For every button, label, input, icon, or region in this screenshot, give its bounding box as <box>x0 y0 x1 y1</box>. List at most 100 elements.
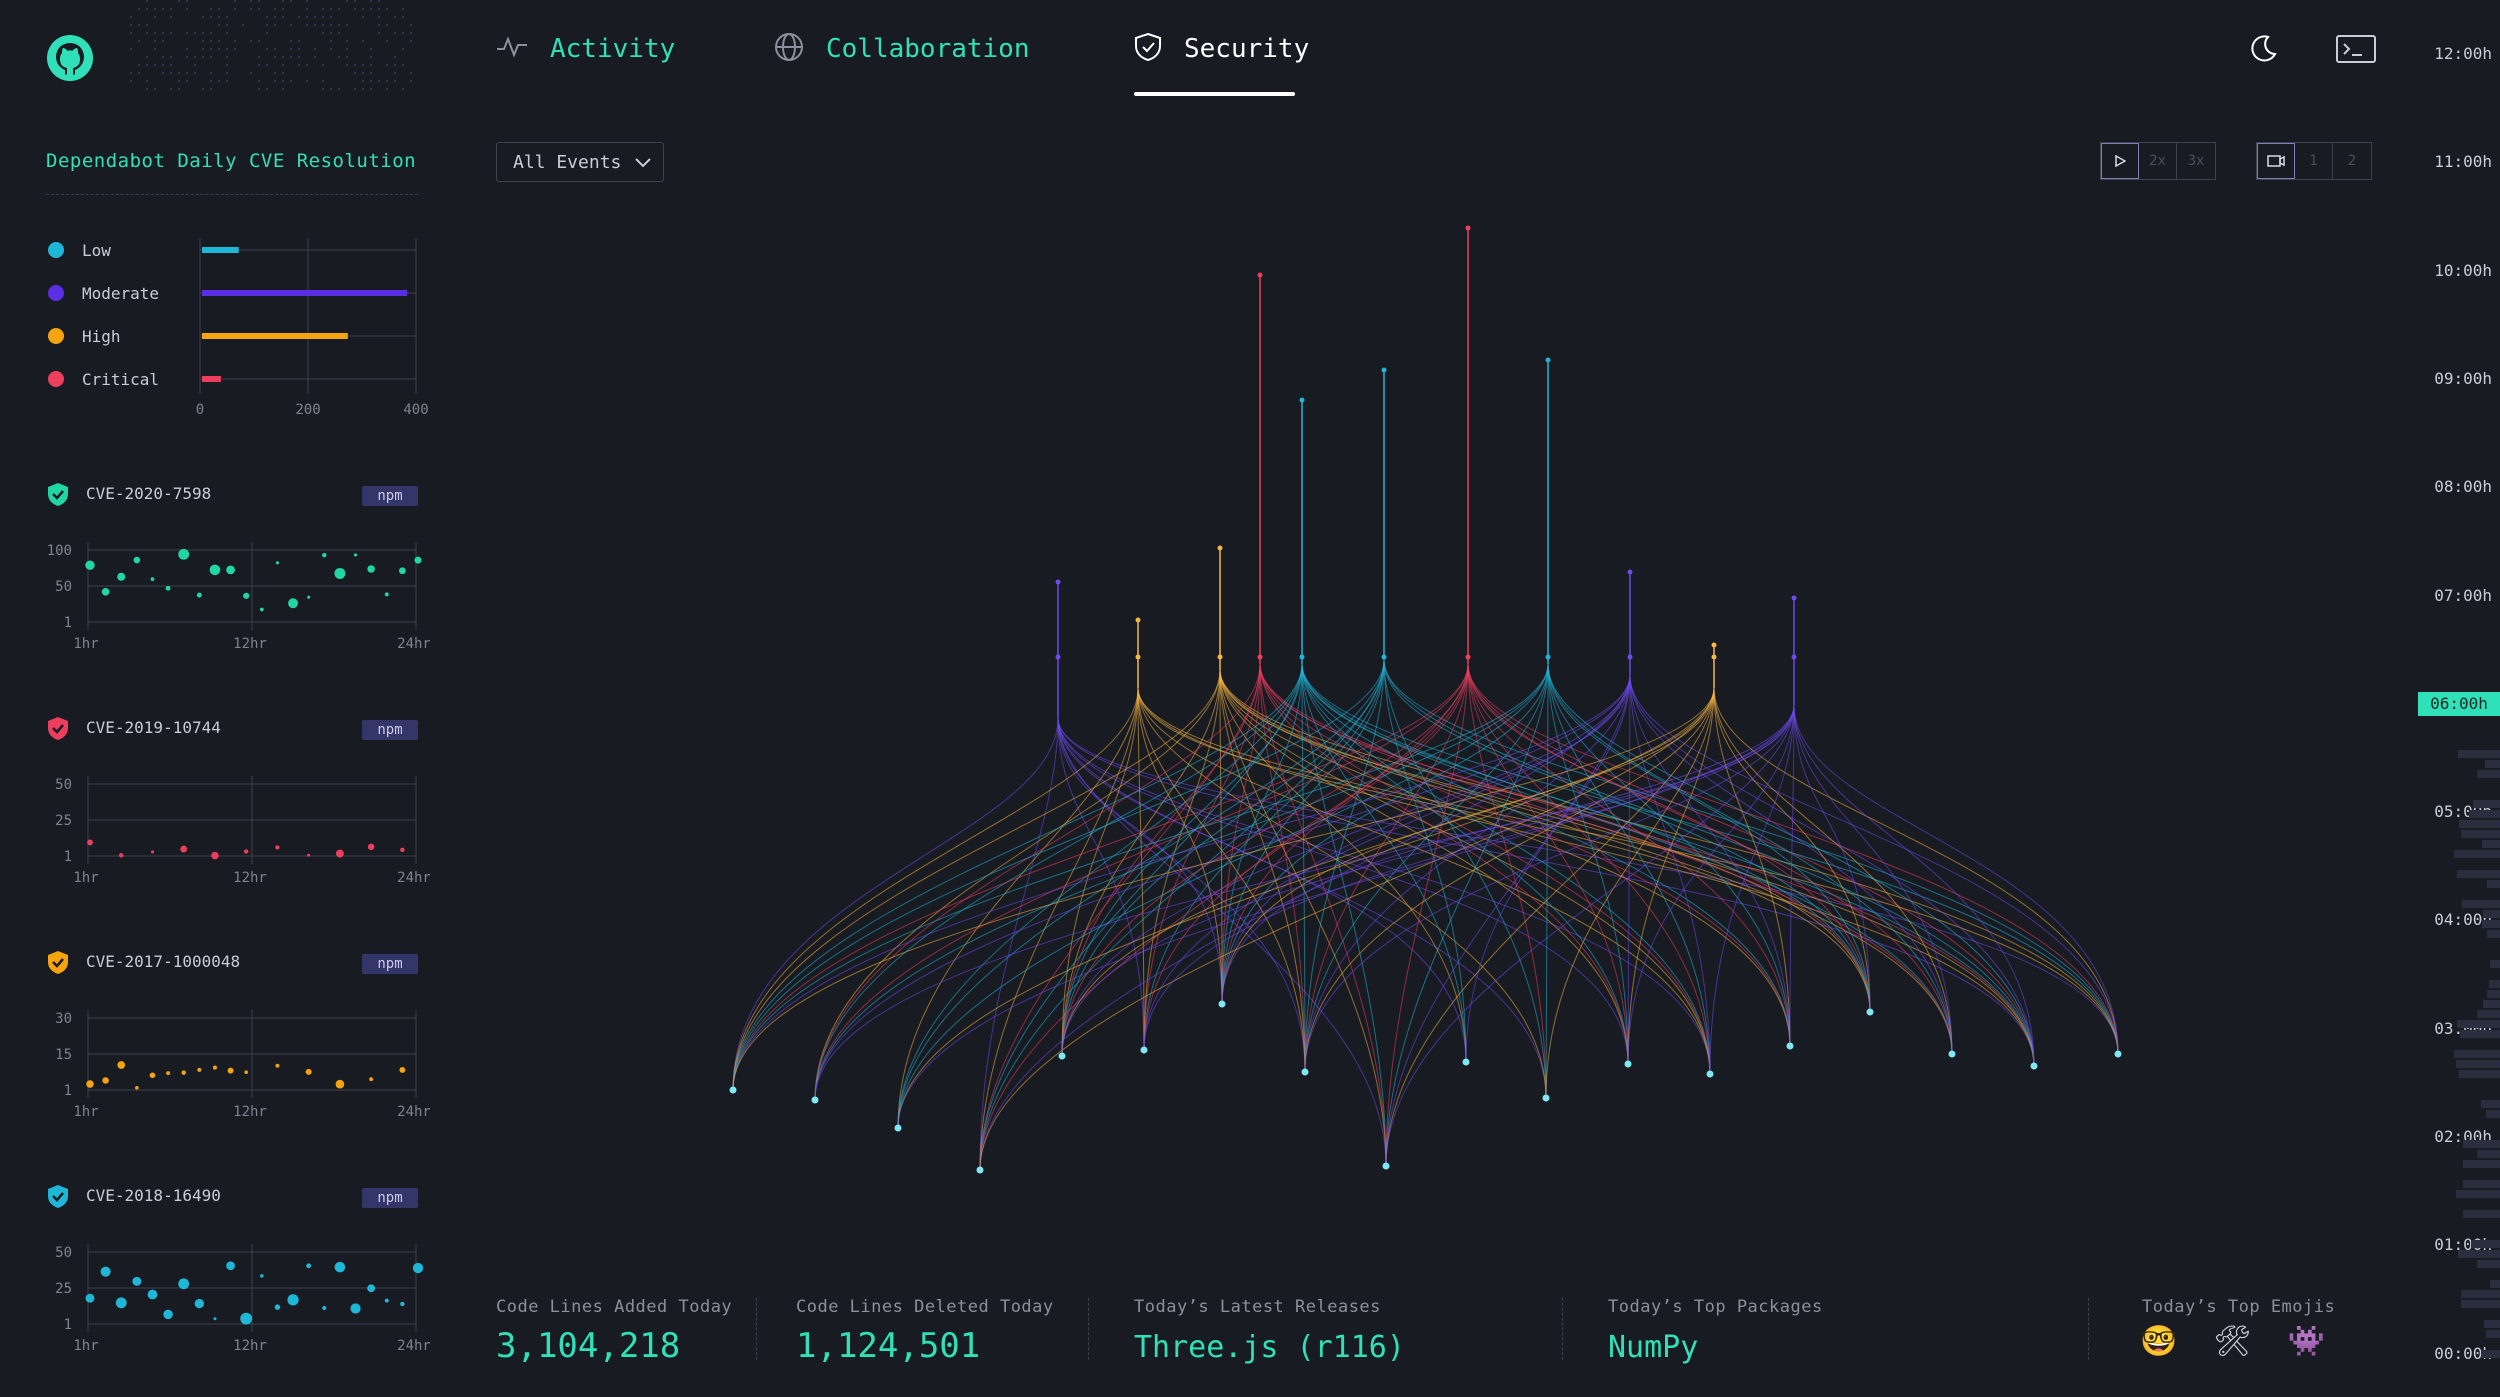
package-node[interactable] <box>811 1096 819 1104</box>
timeline-activity-bar <box>2455 1060 2500 1068</box>
package-node[interactable] <box>1140 1046 1148 1054</box>
package-node[interactable] <box>1786 1042 1794 1050</box>
dependency-node[interactable] <box>1135 617 1141 623</box>
tab-collaboration[interactable]: Collaboration <box>774 28 1030 70</box>
package-node[interactable] <box>2030 1062 2038 1070</box>
matrix-dot <box>194 56 196 58</box>
package-node[interactable] <box>1624 1060 1632 1068</box>
speed-2x-button[interactable]: 2x <box>2139 143 2177 179</box>
dependency-node[interactable] <box>1627 569 1633 575</box>
package-node[interactable] <box>1866 1008 1874 1016</box>
speed-3x-button[interactable]: 3x <box>2187 153 2205 169</box>
dependency-edge <box>814 663 1303 1101</box>
dependency-node[interactable] <box>1791 595 1797 601</box>
dependency-node[interactable] <box>1055 654 1061 660</box>
sparkline-point <box>305 1068 312 1075</box>
tab-activity[interactable]: Activity <box>496 28 675 70</box>
timeline-current-marker[interactable]: 06:00h <box>2418 691 2500 716</box>
dependency-node[interactable] <box>1381 367 1387 373</box>
matrix-dot <box>410 32 412 34</box>
package-node[interactable] <box>894 1124 902 1132</box>
dependency-edge <box>1219 669 1223 1005</box>
moon-icon[interactable] <box>2248 34 2278 68</box>
dependency-node[interactable] <box>1299 654 1305 660</box>
matrix-dot <box>234 0 236 2</box>
github-logo-icon[interactable] <box>46 34 94 82</box>
matrix-dot <box>202 56 204 58</box>
package-node[interactable] <box>2114 1050 2122 1058</box>
matrix-dot <box>226 48 228 50</box>
package-node[interactable] <box>1218 1000 1226 1008</box>
dependency-edge <box>1061 687 1715 1057</box>
matrix-dot <box>250 8 252 10</box>
cve-id[interactable]: CVE-2017-1000048 <box>86 952 241 971</box>
package-node[interactable] <box>1301 1068 1309 1076</box>
matrix-dot <box>322 16 324 18</box>
dependency-node[interactable] <box>1217 654 1223 660</box>
dependency-node[interactable] <box>1711 654 1717 660</box>
package-node[interactable] <box>1542 1094 1550 1102</box>
sparkline-point <box>180 845 188 853</box>
camera-2-button[interactable]: 2 <box>2347 153 2357 169</box>
cve-id[interactable]: CVE-2020-7598 <box>86 484 212 503</box>
dependency-edge <box>1061 663 1303 1057</box>
dependency-node[interactable] <box>1545 357 1551 363</box>
events-filter-dropdown[interactable]: All Events <box>496 142 664 182</box>
tab-security[interactable]: Security <box>1134 28 1309 70</box>
timeline-activity-bar <box>2481 840 2500 848</box>
dependency-edge <box>897 687 1715 1129</box>
matrix-dot <box>154 32 156 34</box>
cve-id[interactable]: CVE-2019-10744 <box>86 718 221 737</box>
play-button[interactable] <box>2101 143 2139 179</box>
dependency-node[interactable] <box>1257 272 1263 278</box>
package-node[interactable] <box>1382 1162 1390 1170</box>
package-node[interactable] <box>1706 1070 1714 1078</box>
package-node[interactable] <box>1948 1050 1956 1058</box>
severity-axis-tick: 0 <box>196 402 204 418</box>
dependency-edge <box>1545 663 1549 1099</box>
package-node[interactable] <box>1462 1058 1470 1066</box>
dependency-network-visualization[interactable] <box>700 200 2160 1200</box>
dependency-edge <box>732 663 1469 1091</box>
dependency-node[interactable] <box>1135 654 1141 660</box>
matrix-dot <box>386 64 388 66</box>
camera-button[interactable] <box>2257 143 2295 179</box>
dependency-edge <box>1385 663 1469 1167</box>
sidebar-title: Dependabot Daily CVE Resolution <box>46 150 417 172</box>
sparkline-point <box>197 1067 202 1072</box>
dependency-node[interactable] <box>1055 579 1061 585</box>
alien-monster-emoji: 👾 <box>2287 1324 2325 1359</box>
dependency-node[interactable] <box>1465 225 1471 231</box>
dependency-node[interactable] <box>1257 654 1263 660</box>
sparkline-point <box>209 564 221 576</box>
dependency-node[interactable] <box>1465 654 1471 660</box>
dependency-node[interactable] <box>1791 654 1797 660</box>
sparkline-point <box>275 1063 280 1068</box>
matrix-dot <box>290 48 292 50</box>
package-node[interactable] <box>729 1086 737 1094</box>
camera-1-button[interactable]: 1 <box>2295 143 2333 179</box>
stat-latest-releases-value[interactable]: Three.js (r116) <box>1134 1330 1405 1365</box>
dependency-edge <box>1221 663 1303 1005</box>
dependency-node[interactable] <box>1545 654 1551 660</box>
dependency-node[interactable] <box>1711 642 1717 648</box>
sparkline-point <box>196 592 202 598</box>
dependency-node[interactable] <box>1381 654 1387 660</box>
dependency-edge <box>1137 687 2119 1055</box>
matrix-dot <box>314 16 316 18</box>
matrix-dot <box>322 88 324 90</box>
terminal-icon[interactable] <box>2336 34 2376 68</box>
cve-id[interactable]: CVE-2018-16490 <box>86 1186 221 1205</box>
dependency-edge <box>1304 663 1469 1073</box>
stat-top-packages-value[interactable]: NumPy <box>1608 1330 1699 1365</box>
package-node[interactable] <box>1058 1052 1066 1060</box>
severity-label: High <box>82 327 121 346</box>
dependency-node[interactable] <box>1217 545 1223 551</box>
package-node[interactable] <box>976 1166 984 1174</box>
dependency-edge <box>1143 663 1469 1051</box>
sparkline-point <box>287 1294 299 1306</box>
matrix-dot <box>394 64 396 66</box>
dependency-node[interactable] <box>1299 397 1305 403</box>
dependency-node[interactable] <box>1627 654 1633 660</box>
